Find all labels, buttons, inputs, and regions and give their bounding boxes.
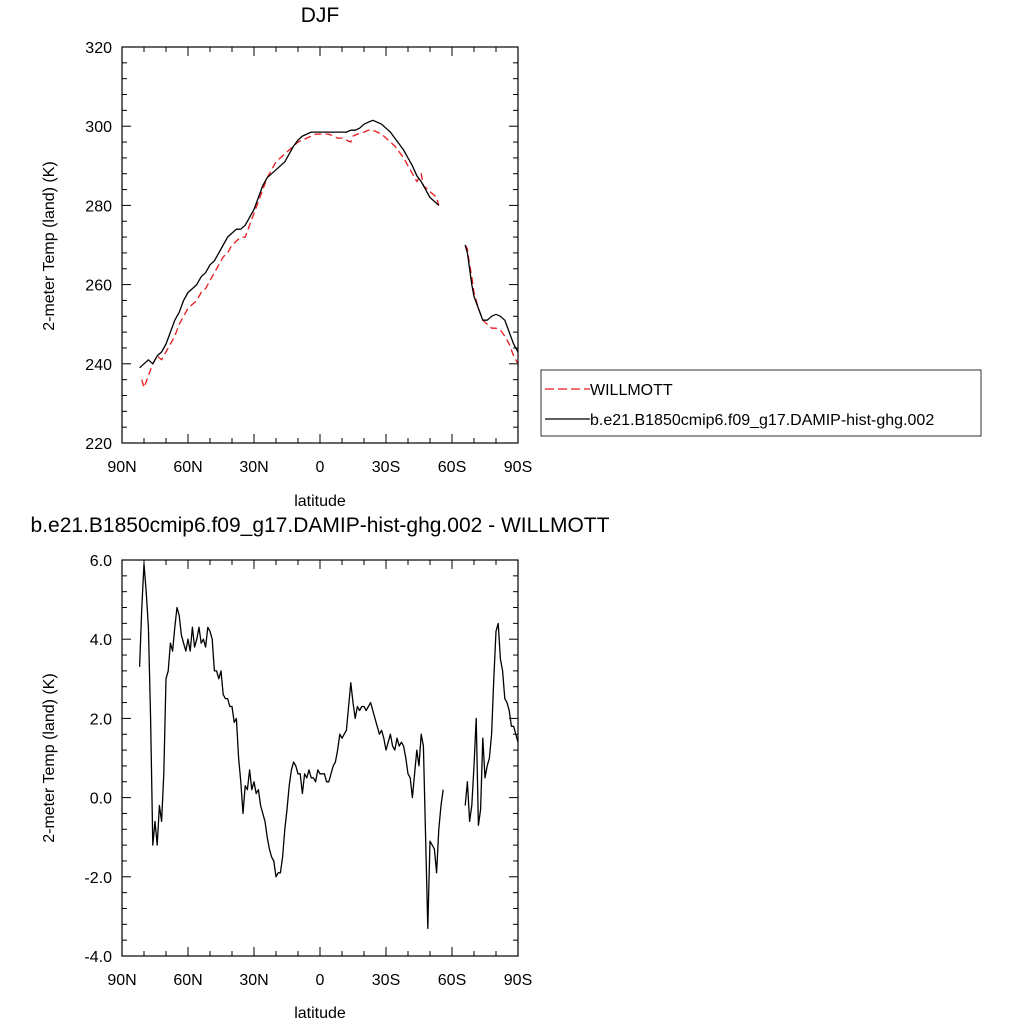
series-line-0-segment-1 [464, 622, 519, 826]
legend: WILLMOTT b.e21.B1850cmip6.f09_g17.DAMIP-… [540, 369, 982, 437]
top-panel-title: DJF [301, 4, 340, 27]
ytick-label: 4.0 [90, 632, 112, 649]
xtick-label: 60N [173, 459, 202, 476]
ytick-label: 220 [85, 436, 112, 453]
ytick-label: -2.0 [84, 870, 112, 887]
xtick-label: 90N [107, 972, 136, 989]
top-panel-xlabel: latitude [294, 493, 346, 510]
ytick-label: 0.0 [90, 791, 112, 808]
xtick-label: 60N [173, 972, 202, 989]
series-line-0-segment-1 [464, 244, 519, 365]
ytick-label: 2.0 [90, 711, 112, 728]
top-panel-frame [121, 46, 519, 444]
xtick-label: 30S [372, 972, 400, 989]
bottom-panel: b.e21.B1850cmip6.f09_g17.DAMIP-hist-ghg.… [31, 514, 610, 1022]
series-line-1-segment-1 [464, 244, 519, 353]
xtick-label: 0 [316, 459, 325, 476]
xtick-label: 60S [438, 972, 466, 989]
series-line-0-segment-0 [141, 129, 440, 389]
bottom-panel-frame [121, 559, 519, 957]
ytick-label: 320 [85, 40, 112, 57]
ytick-label: 240 [85, 357, 112, 374]
legend-label-willmott: WILLMOTT [590, 382, 673, 399]
xtick-label: 60S [438, 459, 466, 476]
ytick-label: 6.0 [90, 553, 112, 570]
xtick-label: 90N [107, 459, 136, 476]
legend-label-model: b.e21.B1850cmip6.f09_g17.DAMIP-hist-ghg.… [590, 412, 934, 429]
top-panel-ticks: 220 240 260 280 300 320 90N 60N 30N 0 30S 60S 90S [85, 40, 532, 476]
top-panel-ylabel: 2-meter Temp (land) (K) [41, 161, 58, 331]
series-line-0-segment-0 [138, 563, 444, 929]
bottom-panel-title: b.e21.B1850cmip6.f09_g17.DAMIP-hist-ghg.… [31, 514, 610, 537]
xtick-label: 30N [239, 972, 268, 989]
xtick-label: 0 [316, 972, 325, 989]
bottom-panel-ylabel: 2-meter Temp (land) (K) [41, 673, 58, 843]
xtick-label: 90S [504, 972, 532, 989]
ytick-label: -4.0 [84, 949, 112, 966]
bottom-panel-xlabel: latitude [294, 1005, 346, 1022]
xtick-label: 90S [504, 459, 532, 476]
xtick-label: 30S [372, 459, 400, 476]
ytick-label: 280 [85, 198, 112, 215]
top-panel-series [139, 119, 519, 389]
series-line-1-segment-0 [139, 119, 440, 369]
bottom-panel-ticks: -4.0 -2.0 0.0 2.0 4.0 6.0 90N 60N 30N 0 30S 60S 90S [84, 553, 532, 989]
xtick-label: 30N [239, 459, 268, 476]
legend-box [540, 369, 982, 437]
top-panel: DJF latitude 2-meter Temp (land) (K) 220… [41, 4, 532, 510]
ytick-label: 300 [85, 119, 112, 136]
ytick-label: 260 [85, 278, 112, 295]
bottom-panel-series [138, 563, 519, 929]
